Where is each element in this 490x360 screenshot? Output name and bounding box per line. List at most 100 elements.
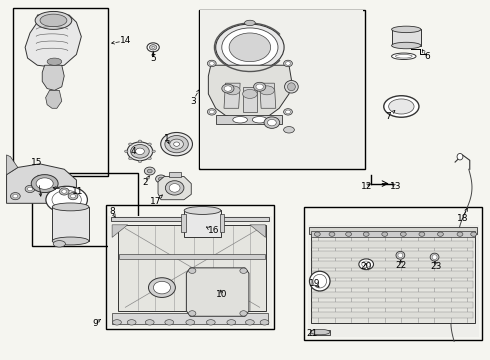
Ellipse shape xyxy=(136,148,145,154)
Ellipse shape xyxy=(419,232,425,236)
Text: 21: 21 xyxy=(307,329,318,338)
Bar xyxy=(198,10,365,169)
Ellipse shape xyxy=(206,320,215,325)
Text: 6: 6 xyxy=(424,53,430,62)
Ellipse shape xyxy=(10,193,20,200)
Ellipse shape xyxy=(207,109,216,115)
Polygon shape xyxy=(108,216,272,327)
Ellipse shape xyxy=(260,86,274,95)
Ellipse shape xyxy=(227,320,236,325)
Ellipse shape xyxy=(113,320,122,325)
Bar xyxy=(200,10,363,168)
Polygon shape xyxy=(6,155,18,175)
Bar xyxy=(311,231,475,237)
Ellipse shape xyxy=(40,14,67,27)
Ellipse shape xyxy=(362,261,370,267)
Ellipse shape xyxy=(209,110,214,114)
Ellipse shape xyxy=(189,268,196,273)
Ellipse shape xyxy=(186,320,195,325)
Polygon shape xyxy=(118,225,266,311)
Text: 20: 20 xyxy=(360,262,371,271)
Ellipse shape xyxy=(225,86,240,95)
Ellipse shape xyxy=(147,169,152,173)
Ellipse shape xyxy=(260,320,269,325)
Polygon shape xyxy=(260,83,276,108)
Bar xyxy=(313,292,473,298)
Ellipse shape xyxy=(124,150,128,153)
Text: 1: 1 xyxy=(164,134,170,143)
Bar xyxy=(313,282,473,288)
Text: 8: 8 xyxy=(109,207,115,216)
Ellipse shape xyxy=(148,278,175,297)
Ellipse shape xyxy=(216,24,284,71)
Ellipse shape xyxy=(311,329,330,335)
Ellipse shape xyxy=(152,150,155,153)
Ellipse shape xyxy=(222,84,234,93)
Ellipse shape xyxy=(53,240,66,247)
Polygon shape xyxy=(6,164,76,203)
Polygon shape xyxy=(158,176,191,200)
Bar xyxy=(32,173,138,246)
Ellipse shape xyxy=(252,117,267,123)
Text: 19: 19 xyxy=(309,279,320,288)
Text: 4: 4 xyxy=(131,147,136,156)
Text: 16: 16 xyxy=(207,226,219,235)
Ellipse shape xyxy=(345,232,351,236)
Ellipse shape xyxy=(398,253,403,258)
Polygon shape xyxy=(250,225,266,237)
Polygon shape xyxy=(243,87,257,112)
Ellipse shape xyxy=(222,28,278,67)
Bar xyxy=(313,251,473,258)
Polygon shape xyxy=(186,268,249,316)
Ellipse shape xyxy=(240,311,247,316)
Bar xyxy=(181,214,186,232)
Bar xyxy=(169,172,181,177)
Ellipse shape xyxy=(146,320,154,325)
Ellipse shape xyxy=(156,175,166,183)
Polygon shape xyxy=(310,227,477,234)
Polygon shape xyxy=(208,65,292,119)
Ellipse shape xyxy=(389,99,414,114)
Ellipse shape xyxy=(438,232,443,236)
Ellipse shape xyxy=(233,117,247,123)
Bar xyxy=(216,116,282,125)
Ellipse shape xyxy=(152,46,154,48)
Ellipse shape xyxy=(395,54,412,58)
Polygon shape xyxy=(224,83,240,108)
Text: 9: 9 xyxy=(92,319,98,328)
Ellipse shape xyxy=(315,232,320,236)
Ellipse shape xyxy=(45,185,49,189)
Bar xyxy=(313,271,473,278)
Ellipse shape xyxy=(400,232,406,236)
Ellipse shape xyxy=(392,42,421,49)
Ellipse shape xyxy=(13,194,18,198)
Bar xyxy=(313,302,473,308)
Bar xyxy=(184,211,220,237)
Bar xyxy=(311,329,330,335)
Polygon shape xyxy=(308,225,479,337)
Ellipse shape xyxy=(165,181,184,195)
Bar xyxy=(311,234,475,323)
Ellipse shape xyxy=(27,187,32,191)
Ellipse shape xyxy=(165,135,188,153)
Ellipse shape xyxy=(224,86,232,91)
Polygon shape xyxy=(120,253,265,259)
Ellipse shape xyxy=(165,320,173,325)
Ellipse shape xyxy=(245,20,255,26)
Ellipse shape xyxy=(384,96,419,117)
Ellipse shape xyxy=(310,271,330,291)
Ellipse shape xyxy=(313,274,327,288)
Polygon shape xyxy=(25,15,81,67)
Ellipse shape xyxy=(288,83,295,91)
Bar xyxy=(304,207,482,339)
Ellipse shape xyxy=(286,62,291,65)
Polygon shape xyxy=(46,90,62,108)
Bar xyxy=(392,30,421,45)
Text: 12: 12 xyxy=(361,181,372,190)
Ellipse shape xyxy=(430,253,439,261)
Text: 14: 14 xyxy=(120,36,131,45)
Bar xyxy=(313,312,473,318)
Ellipse shape xyxy=(47,58,62,65)
Ellipse shape xyxy=(71,194,75,198)
Ellipse shape xyxy=(284,127,294,133)
